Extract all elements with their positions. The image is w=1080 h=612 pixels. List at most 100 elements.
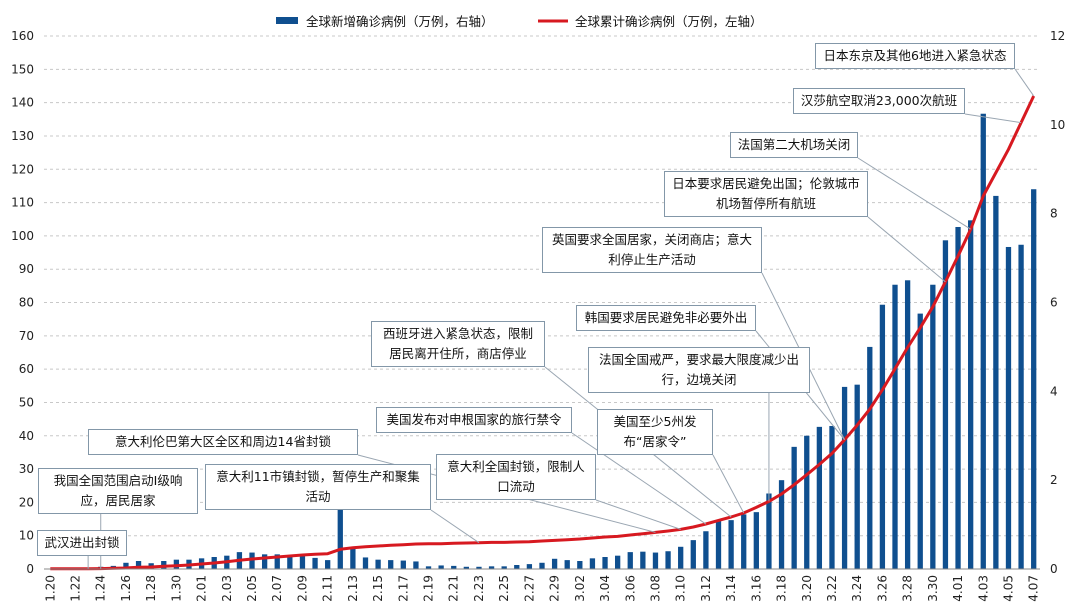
x-axis-tick-label: 3.14 bbox=[724, 575, 738, 602]
annotation-uk-italy: 英国要求全国居家，关闭商店；意大 利停止生产活动 bbox=[542, 227, 762, 273]
bar bbox=[312, 557, 318, 569]
x-axis-tick-label: 1.22 bbox=[69, 575, 83, 602]
right-axis-tick-label: 0 bbox=[1050, 562, 1058, 576]
left-axis-tick-label: 130 bbox=[11, 129, 34, 143]
x-axis-tick-label: 3.26 bbox=[875, 575, 889, 602]
bar bbox=[917, 313, 923, 569]
right-axis-tick-label: 8 bbox=[1050, 207, 1058, 221]
right-axis-tick-label: 4 bbox=[1050, 384, 1058, 398]
x-axis-tick-label: 3.28 bbox=[901, 575, 915, 602]
x-axis-tick-label: 1.20 bbox=[43, 575, 57, 602]
bar bbox=[942, 240, 949, 570]
bar bbox=[753, 512, 759, 569]
x-axis-tick-label: 3.20 bbox=[800, 575, 814, 602]
annotation-france-curfew: 法国全国戒严，要求最大限度减少出 行，边境关闭 bbox=[588, 347, 810, 393]
bar bbox=[841, 386, 848, 569]
left-axis-tick-label: 160 bbox=[11, 29, 34, 43]
annotation-leader-line bbox=[430, 509, 480, 544]
x-axis-tick-label: 3.30 bbox=[926, 575, 940, 602]
x-axis-tick-label: 2.05 bbox=[245, 575, 259, 602]
bar bbox=[488, 566, 495, 569]
bar bbox=[980, 113, 986, 570]
x-axis-tick-label: 4.05 bbox=[1001, 575, 1015, 602]
bar bbox=[463, 566, 470, 569]
bar bbox=[778, 480, 785, 569]
x-axis-tick-label: 3.02 bbox=[573, 575, 587, 602]
bar bbox=[955, 226, 961, 569]
bar bbox=[413, 561, 419, 569]
bar bbox=[564, 560, 570, 569]
left-axis-tick-label: 120 bbox=[11, 162, 34, 176]
annotation-leader-line bbox=[1014, 68, 1035, 97]
bar bbox=[135, 561, 142, 569]
x-axis-tick-label: 3.04 bbox=[598, 575, 612, 602]
x-axis-tick-label: 4.01 bbox=[951, 575, 965, 602]
bar bbox=[614, 555, 621, 569]
bar bbox=[261, 554, 268, 569]
bar bbox=[526, 564, 533, 569]
annotation-leader-line bbox=[867, 216, 946, 283]
annotation-text: 西班牙进入紧急状态，限制 bbox=[382, 326, 533, 341]
x-axis-tick-label: 3.16 bbox=[749, 575, 763, 602]
x-axis-tick-label: 1.24 bbox=[94, 575, 108, 602]
left-axis-tick-label: 0 bbox=[26, 562, 34, 576]
bar bbox=[274, 554, 280, 569]
x-axis-tick-label: 2.19 bbox=[422, 575, 436, 602]
annotation-text: 机场暂停所有航班 bbox=[715, 196, 816, 211]
annotation-text: 口流动 bbox=[497, 479, 535, 494]
x-axis-tick-label: 1.30 bbox=[169, 575, 183, 602]
bar bbox=[539, 562, 545, 569]
bar bbox=[1005, 246, 1012, 569]
annotation-us-schengen: 美国发布对申根国家的旅行禁令 bbox=[376, 407, 572, 433]
annotation-china-level1: 我国全国范围启动I级响 应，居民居家 bbox=[38, 468, 198, 514]
x-axis-tick-label: 2.25 bbox=[497, 575, 511, 602]
bar bbox=[476, 566, 482, 569]
x-axis-tick-label: 4.03 bbox=[976, 575, 990, 602]
bar bbox=[451, 565, 457, 569]
annotation-text: 行，边境关闭 bbox=[661, 372, 737, 387]
bar bbox=[1018, 244, 1024, 569]
annotation-japan-emergency: 日本东京及其他6地进入紧急状态 bbox=[815, 43, 1015, 69]
x-axis-tick-label: 2.23 bbox=[472, 575, 486, 602]
bar bbox=[602, 557, 608, 569]
line-series bbox=[50, 95, 1036, 571]
annotation-text: 日本东京及其他6地进入紧急状态 bbox=[823, 48, 1007, 63]
bar bbox=[299, 555, 306, 569]
annotation-text: 武汉进出封锁 bbox=[44, 535, 120, 550]
annotation-us-states: 美国至少5州发 布“居家令” bbox=[597, 409, 713, 455]
annotation-text: 意大利11市镇封锁，暂停生产和聚集 bbox=[216, 469, 420, 484]
bar bbox=[791, 446, 797, 569]
annotation-italy-national: 意大利全国封锁，限制人 口流动 bbox=[436, 454, 596, 500]
annotation-text: 美国至少5州发 bbox=[613, 414, 697, 429]
annotation-text: 我国全国范围启动I级响 bbox=[53, 473, 183, 488]
x-axis-tick-label: 2.03 bbox=[220, 575, 234, 602]
x-axis-tick-label: 3.22 bbox=[825, 575, 839, 602]
annotation-text: 居民离开住所，商店停业 bbox=[389, 346, 527, 361]
annotation-italy-11-towns: 意大利11市镇封锁，暂停生产和聚集 活动 bbox=[205, 464, 431, 510]
bar bbox=[829, 425, 835, 569]
annotation-spain: 西班牙进入紧急状态，限制 居民离开住所，商店停业 bbox=[371, 321, 545, 367]
annotation-text: 布“居家令” bbox=[623, 434, 687, 449]
right-axis-tick-label: 10 bbox=[1050, 118, 1065, 132]
bar bbox=[930, 284, 936, 569]
annotation-korea: 韩国要求居民避免非必要外出 bbox=[576, 305, 756, 331]
left-axis-tick-label: 90 bbox=[19, 262, 34, 276]
annotation-japan-london: 日本要求居民避免出国；伦敦城市 机场暂停所有航班 bbox=[664, 171, 868, 217]
x-axis-tick-label: 2.01 bbox=[195, 575, 209, 602]
bar bbox=[337, 506, 343, 569]
annotation-text: 意大利全国封锁，限制人 bbox=[447, 459, 585, 474]
bar bbox=[892, 284, 898, 569]
annotation-text: 利停止生产活动 bbox=[608, 252, 696, 267]
bar bbox=[577, 561, 583, 569]
bar bbox=[804, 435, 810, 569]
x-axis-tick-label: 3.10 bbox=[674, 575, 688, 602]
annotation-leader-line bbox=[571, 432, 707, 525]
bar bbox=[438, 565, 444, 569]
bar bbox=[703, 531, 709, 569]
bar bbox=[249, 552, 255, 569]
legend-bar-swatch bbox=[276, 17, 298, 24]
legend: 全球新增确诊病例（万例，右轴） 全球累计确诊病例（万例，左轴） bbox=[276, 14, 763, 29]
x-axis-tick-label: 2.21 bbox=[447, 575, 461, 602]
x-axis-tick-label: 1.26 bbox=[119, 575, 133, 602]
annotation-italy-lombardy: 意大利伦巴第大区全区和周边14省封锁 bbox=[88, 429, 358, 455]
